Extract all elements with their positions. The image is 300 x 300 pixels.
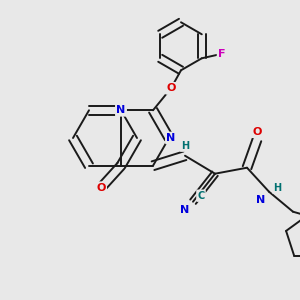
Text: N: N <box>180 205 190 215</box>
Text: N: N <box>167 133 176 143</box>
Text: O: O <box>96 183 106 193</box>
Text: O: O <box>166 83 176 93</box>
Text: F: F <box>218 49 226 59</box>
Text: H: H <box>181 141 189 151</box>
Text: N: N <box>256 195 266 205</box>
Text: H: H <box>273 183 281 193</box>
Text: C: C <box>197 191 205 201</box>
Text: O: O <box>252 127 262 137</box>
Text: N: N <box>116 105 126 115</box>
